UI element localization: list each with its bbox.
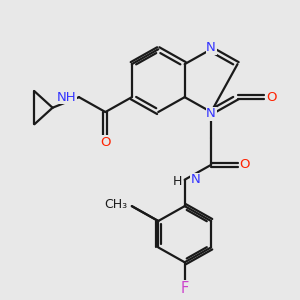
Text: O: O <box>239 158 250 171</box>
Text: N: N <box>190 173 200 186</box>
Text: CH₃: CH₃ <box>105 198 128 211</box>
Text: O: O <box>100 136 111 149</box>
Text: H: H <box>173 175 182 188</box>
Text: F: F <box>181 281 189 296</box>
Text: NH: NH <box>57 91 76 104</box>
Text: O: O <box>266 91 277 104</box>
Text: N: N <box>206 107 216 120</box>
Text: N: N <box>206 41 216 54</box>
